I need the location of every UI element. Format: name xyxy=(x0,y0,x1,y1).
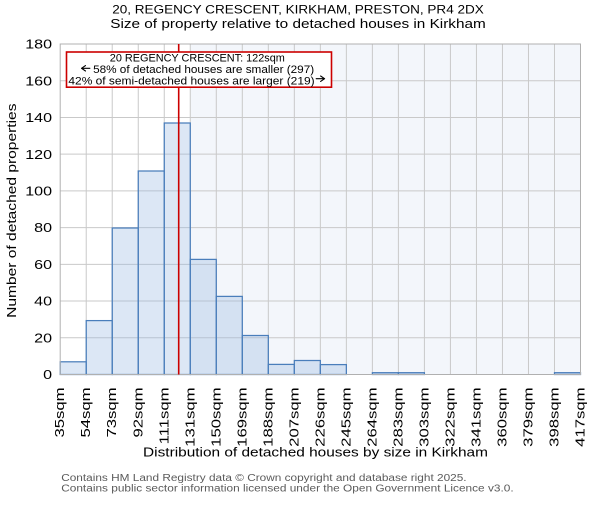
svg-text:0: 0 xyxy=(43,369,52,383)
svg-text:150sqm: 150sqm xyxy=(209,387,224,446)
svg-text:180: 180 xyxy=(25,38,52,52)
svg-text:54sqm: 54sqm xyxy=(79,387,94,437)
svg-text:417sqm: 417sqm xyxy=(573,387,588,446)
svg-text:Contains HM Land Registry data: Contains HM Land Registry data © Crown c… xyxy=(61,473,466,484)
svg-text:42% of semi-detached houses ar: 42% of semi-detached houses are larger (… xyxy=(68,76,314,87)
svg-text:188sqm: 188sqm xyxy=(261,387,276,446)
svg-text:80: 80 xyxy=(34,222,52,236)
svg-text:360sqm: 360sqm xyxy=(495,387,510,446)
svg-text:40: 40 xyxy=(34,295,52,309)
svg-text:245sqm: 245sqm xyxy=(339,387,354,446)
svg-text:20: 20 xyxy=(34,332,52,346)
svg-text:92sqm: 92sqm xyxy=(131,387,146,437)
svg-text:169sqm: 169sqm xyxy=(235,387,250,446)
svg-text:131sqm: 131sqm xyxy=(183,387,198,446)
svg-text:73sqm: 73sqm xyxy=(105,387,120,437)
svg-text:20 REGENCY CRESCENT: 122sqm: 20 REGENCY CRESCENT: 122sqm xyxy=(110,53,285,65)
svg-text:Size of property relative to d: Size of property relative to detached ho… xyxy=(110,16,486,30)
svg-text:283sqm: 283sqm xyxy=(391,387,406,446)
svg-text:100: 100 xyxy=(25,185,52,199)
svg-text:60: 60 xyxy=(34,258,52,272)
svg-text:35sqm: 35sqm xyxy=(53,387,68,437)
svg-text:Distribution of detached house: Distribution of detached houses by size … xyxy=(143,445,488,459)
svg-text:111sqm: 111sqm xyxy=(157,387,172,444)
svg-text:398sqm: 398sqm xyxy=(547,387,562,446)
svg-text:160: 160 xyxy=(25,75,52,89)
svg-text:Number of detached properties: Number of detached properties xyxy=(5,104,19,318)
svg-text:379sqm: 379sqm xyxy=(521,387,536,446)
svg-text:341sqm: 341sqm xyxy=(469,387,484,446)
svg-text:58% of detached houses are sma: 58% of detached houses are smaller (297) xyxy=(93,64,314,75)
svg-text:322sqm: 322sqm xyxy=(443,387,458,446)
svg-text:20, REGENCY CRESCENT, KIRKHAM,: 20, REGENCY CRESCENT, KIRKHAM, PRESTON, … xyxy=(112,2,484,16)
svg-text:303sqm: 303sqm xyxy=(417,387,432,446)
svg-text:226sqm: 226sqm xyxy=(313,387,328,446)
svg-text:140: 140 xyxy=(25,112,52,126)
svg-text:264sqm: 264sqm xyxy=(365,387,380,446)
svg-text:Contains public sector informa: Contains public sector information licen… xyxy=(61,483,513,494)
svg-text:207sqm: 207sqm xyxy=(287,387,302,446)
svg-text:120: 120 xyxy=(25,148,52,162)
